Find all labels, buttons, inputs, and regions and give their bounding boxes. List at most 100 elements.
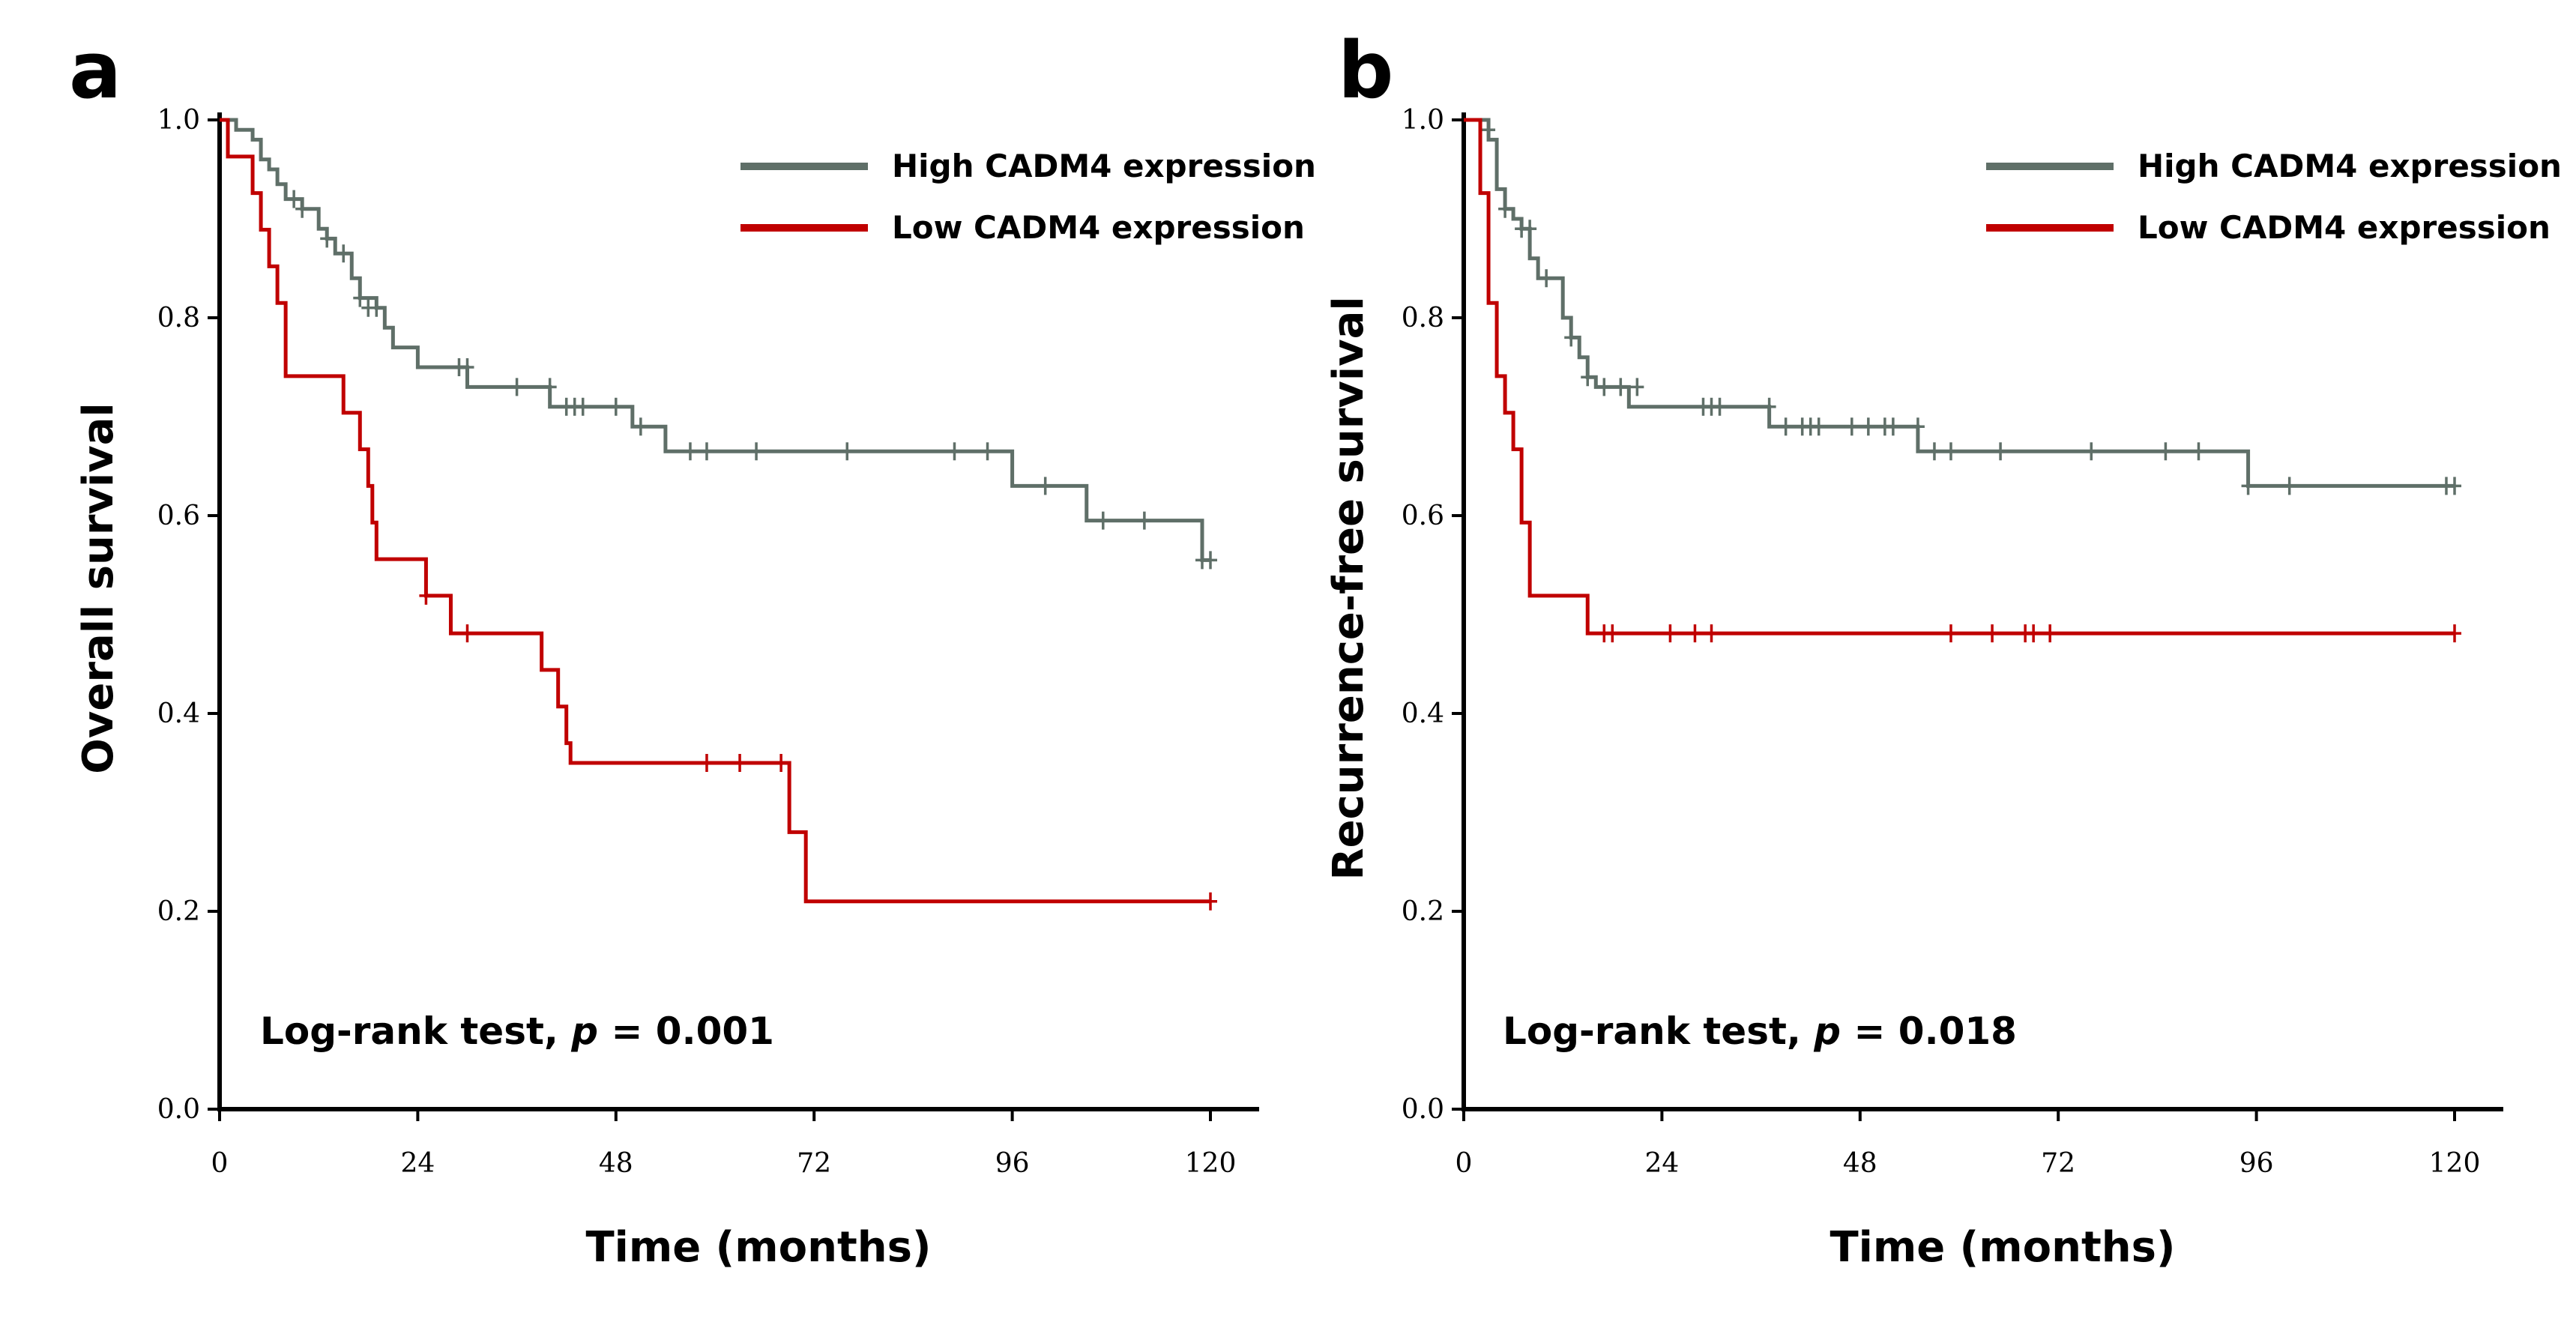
panel-a-y-axis-title: Overall survival	[74, 402, 123, 773]
panel-a-x-tick-label: 24	[400, 1148, 435, 1179]
panel-a-censor-mark-high	[353, 289, 367, 307]
panel-a-censor-mark-high	[633, 417, 648, 436]
panel-a-curves	[220, 118, 1217, 911]
panel-b-censor-mark-high	[1910, 417, 1925, 436]
panel-b-censor-mark-high	[1812, 417, 1826, 436]
panel-b-y-tick-label: 0.8	[1402, 303, 1444, 333]
panel-b-censor-mark-high	[1861, 417, 1875, 436]
panel-a-y-tick-label: 0.8	[157, 303, 200, 333]
panel-a-y-tick-label: 0.0	[157, 1094, 200, 1125]
legend-label-high: High CADM4 expression	[892, 148, 1316, 184]
panel-b-censor-mark-high	[2448, 477, 2461, 495]
panel-b-censor-mark-high	[2192, 442, 2206, 461]
panel-b-x-tick-label: 72	[2041, 1148, 2075, 1179]
panel-a-censor-mark-low	[460, 624, 474, 643]
panel-b-x-tick-label: 120	[2429, 1148, 2481, 1179]
panel-b-y-axis-title: Recurrence-free survival	[1324, 296, 1373, 880]
panel-a-x-tick-label: 72	[797, 1148, 831, 1179]
panel-a-x-tick-label: 48	[599, 1148, 633, 1179]
panel-b-censor-mark-low	[1688, 624, 1702, 643]
panel-b-x-tick-label: 48	[1843, 1148, 1877, 1179]
panel-b-x-tick-label: 24	[1644, 1148, 1679, 1179]
panel-b-censor-mark-high	[1539, 269, 1554, 288]
panel-a-censor-mark-high	[576, 397, 590, 416]
panel-b-censor-mark-high	[2159, 442, 2173, 461]
panel-a-censor-mark-low	[419, 586, 433, 605]
panel-b-censor-mark-high	[1523, 220, 1537, 238]
panel-b-y-ticks: 0.0 0.2 0.4 0.6 0.8 1.0	[1402, 105, 1464, 1125]
panel-a-censor-mark-high	[1038, 477, 1052, 495]
panel-b-censor-mark-high	[1844, 417, 1859, 436]
panel-b-y-tick-label: 1.0	[1402, 105, 1444, 136]
panel-a-y-tick-label: 0.4	[157, 698, 200, 729]
panel-b-censor-mark-low	[1943, 624, 1958, 643]
panel-b-curve-high	[1464, 118, 2455, 488]
panel-a-legend: High CADM4 expression Low CADM4 expressi…	[740, 148, 1316, 246]
panel-a-censor-mark-low	[733, 754, 747, 772]
panel-b-censor-mark-high	[1886, 417, 1900, 436]
panel-b-censor-mark-high	[1482, 121, 1496, 139]
panel-a-censor-mark-high	[947, 442, 962, 461]
panel-a-x-tick-label: 96	[995, 1148, 1030, 1179]
panel-b-y-tick-label: 0.4	[1402, 698, 1444, 729]
panel-b-censor-mark-high	[2084, 442, 2099, 461]
panel-b-censor-mark-high	[1581, 368, 1595, 387]
panel-a-censor-mark-high	[460, 358, 474, 376]
panel-b-censor-mark-high	[1779, 417, 1793, 436]
panel-b-censor-mark-high	[1498, 199, 1512, 218]
legend-label-low: Low CADM4 expression	[892, 209, 1305, 246]
panel-a-censor-mark-high	[749, 442, 764, 461]
panel-a-x-axis-title: Time (months)	[585, 1223, 931, 1272]
panel-a-censor-mark-high	[1204, 551, 1217, 570]
panel-a-x-tick-label: 0	[211, 1148, 229, 1179]
panel-b-censor-mark-low	[2043, 624, 2057, 643]
panel-b-censor-mark-high	[1614, 378, 1628, 396]
panel-a-censor-mark-high	[840, 442, 854, 461]
panel-a-censor-mark-high	[609, 397, 623, 416]
panel-b-censor-mark-low	[1605, 624, 1620, 643]
panel-a-x-tick-label: 120	[1185, 1148, 1237, 1179]
panel-a-logrank-annotation: Log-rank test, p = 0.001	[260, 1009, 774, 1053]
panel-a-curve-high	[220, 118, 1210, 562]
panel-b-censor-mark-high	[1564, 328, 1578, 347]
panel-b-censor-mark-low	[1985, 624, 2000, 643]
panel-a-y-ticks: 0.0 0.2 0.4 0.6 0.8 1.0	[157, 105, 220, 1125]
panel-b-recurrence-free-survival: b 0.0 0.2 0.4 0.6 0.8 1.0 0 24 48 72 96 120 Recurr…	[1324, 25, 2562, 1272]
panel-b-censor-mark-high	[1762, 397, 1776, 416]
panel-b-legend: High CADM4 expression Low CADM4 expressi…	[1986, 148, 2562, 246]
panel-b-y-tick-label: 0.2	[1402, 896, 1444, 927]
panel-b-censor-mark-low	[1663, 624, 1677, 643]
panel-a-axes	[217, 112, 1259, 1111]
panel-a-censor-mark-high	[699, 442, 714, 461]
panel-a-censor-mark-high	[295, 199, 310, 218]
panel-b-censor-mark-high	[1597, 378, 1611, 396]
panel-b-censor-mark-low	[2027, 624, 2041, 643]
panel-b-censor-mark-high	[2241, 477, 2255, 495]
panel-b-censor-mark-high	[2282, 477, 2296, 495]
legend-label-high: High CADM4 expression	[2138, 148, 2562, 184]
panel-b-censor-mark-high	[1943, 442, 1958, 461]
panel-b-censor-mark-high	[1630, 378, 1644, 396]
panel-b-curve-low	[1464, 118, 2455, 636]
panel-b-logrank-annotation: Log-rank test, p = 0.018	[1503, 1009, 2017, 1053]
panel-b-x-ticks: 0 24 48 72 96 120	[1456, 1109, 2481, 1179]
panel-a-censor-mark-high	[320, 229, 334, 248]
legend-label-low: Low CADM4 expression	[2138, 209, 2551, 246]
panel-a-y-tick-label: 0.2	[157, 896, 200, 927]
panel-a-y-tick-label: 0.6	[157, 501, 200, 531]
panel-a-censor-mark-high	[369, 298, 384, 317]
panel-b-y-tick-label: 0.0	[1402, 1094, 1444, 1125]
panel-a-censor-mark-low	[774, 754, 788, 772]
panel-b-x-tick-label: 96	[2239, 1148, 2274, 1179]
panel-label-a: a	[69, 25, 121, 116]
panel-a-censor-mark-high	[1096, 511, 1110, 530]
panel-b-curves	[1464, 118, 2461, 643]
panel-a-censor-mark-high	[287, 190, 301, 208]
panel-a-censor-mark-high	[543, 378, 557, 396]
panel-a-censor-mark-high	[1137, 511, 1151, 530]
panel-a-censor-mark-high	[980, 442, 995, 461]
panel-b-censor-mark-high	[1713, 397, 1727, 416]
panel-a-y-tick-label: 1.0	[157, 105, 200, 136]
panel-b-censor-mark-high	[1994, 442, 2008, 461]
